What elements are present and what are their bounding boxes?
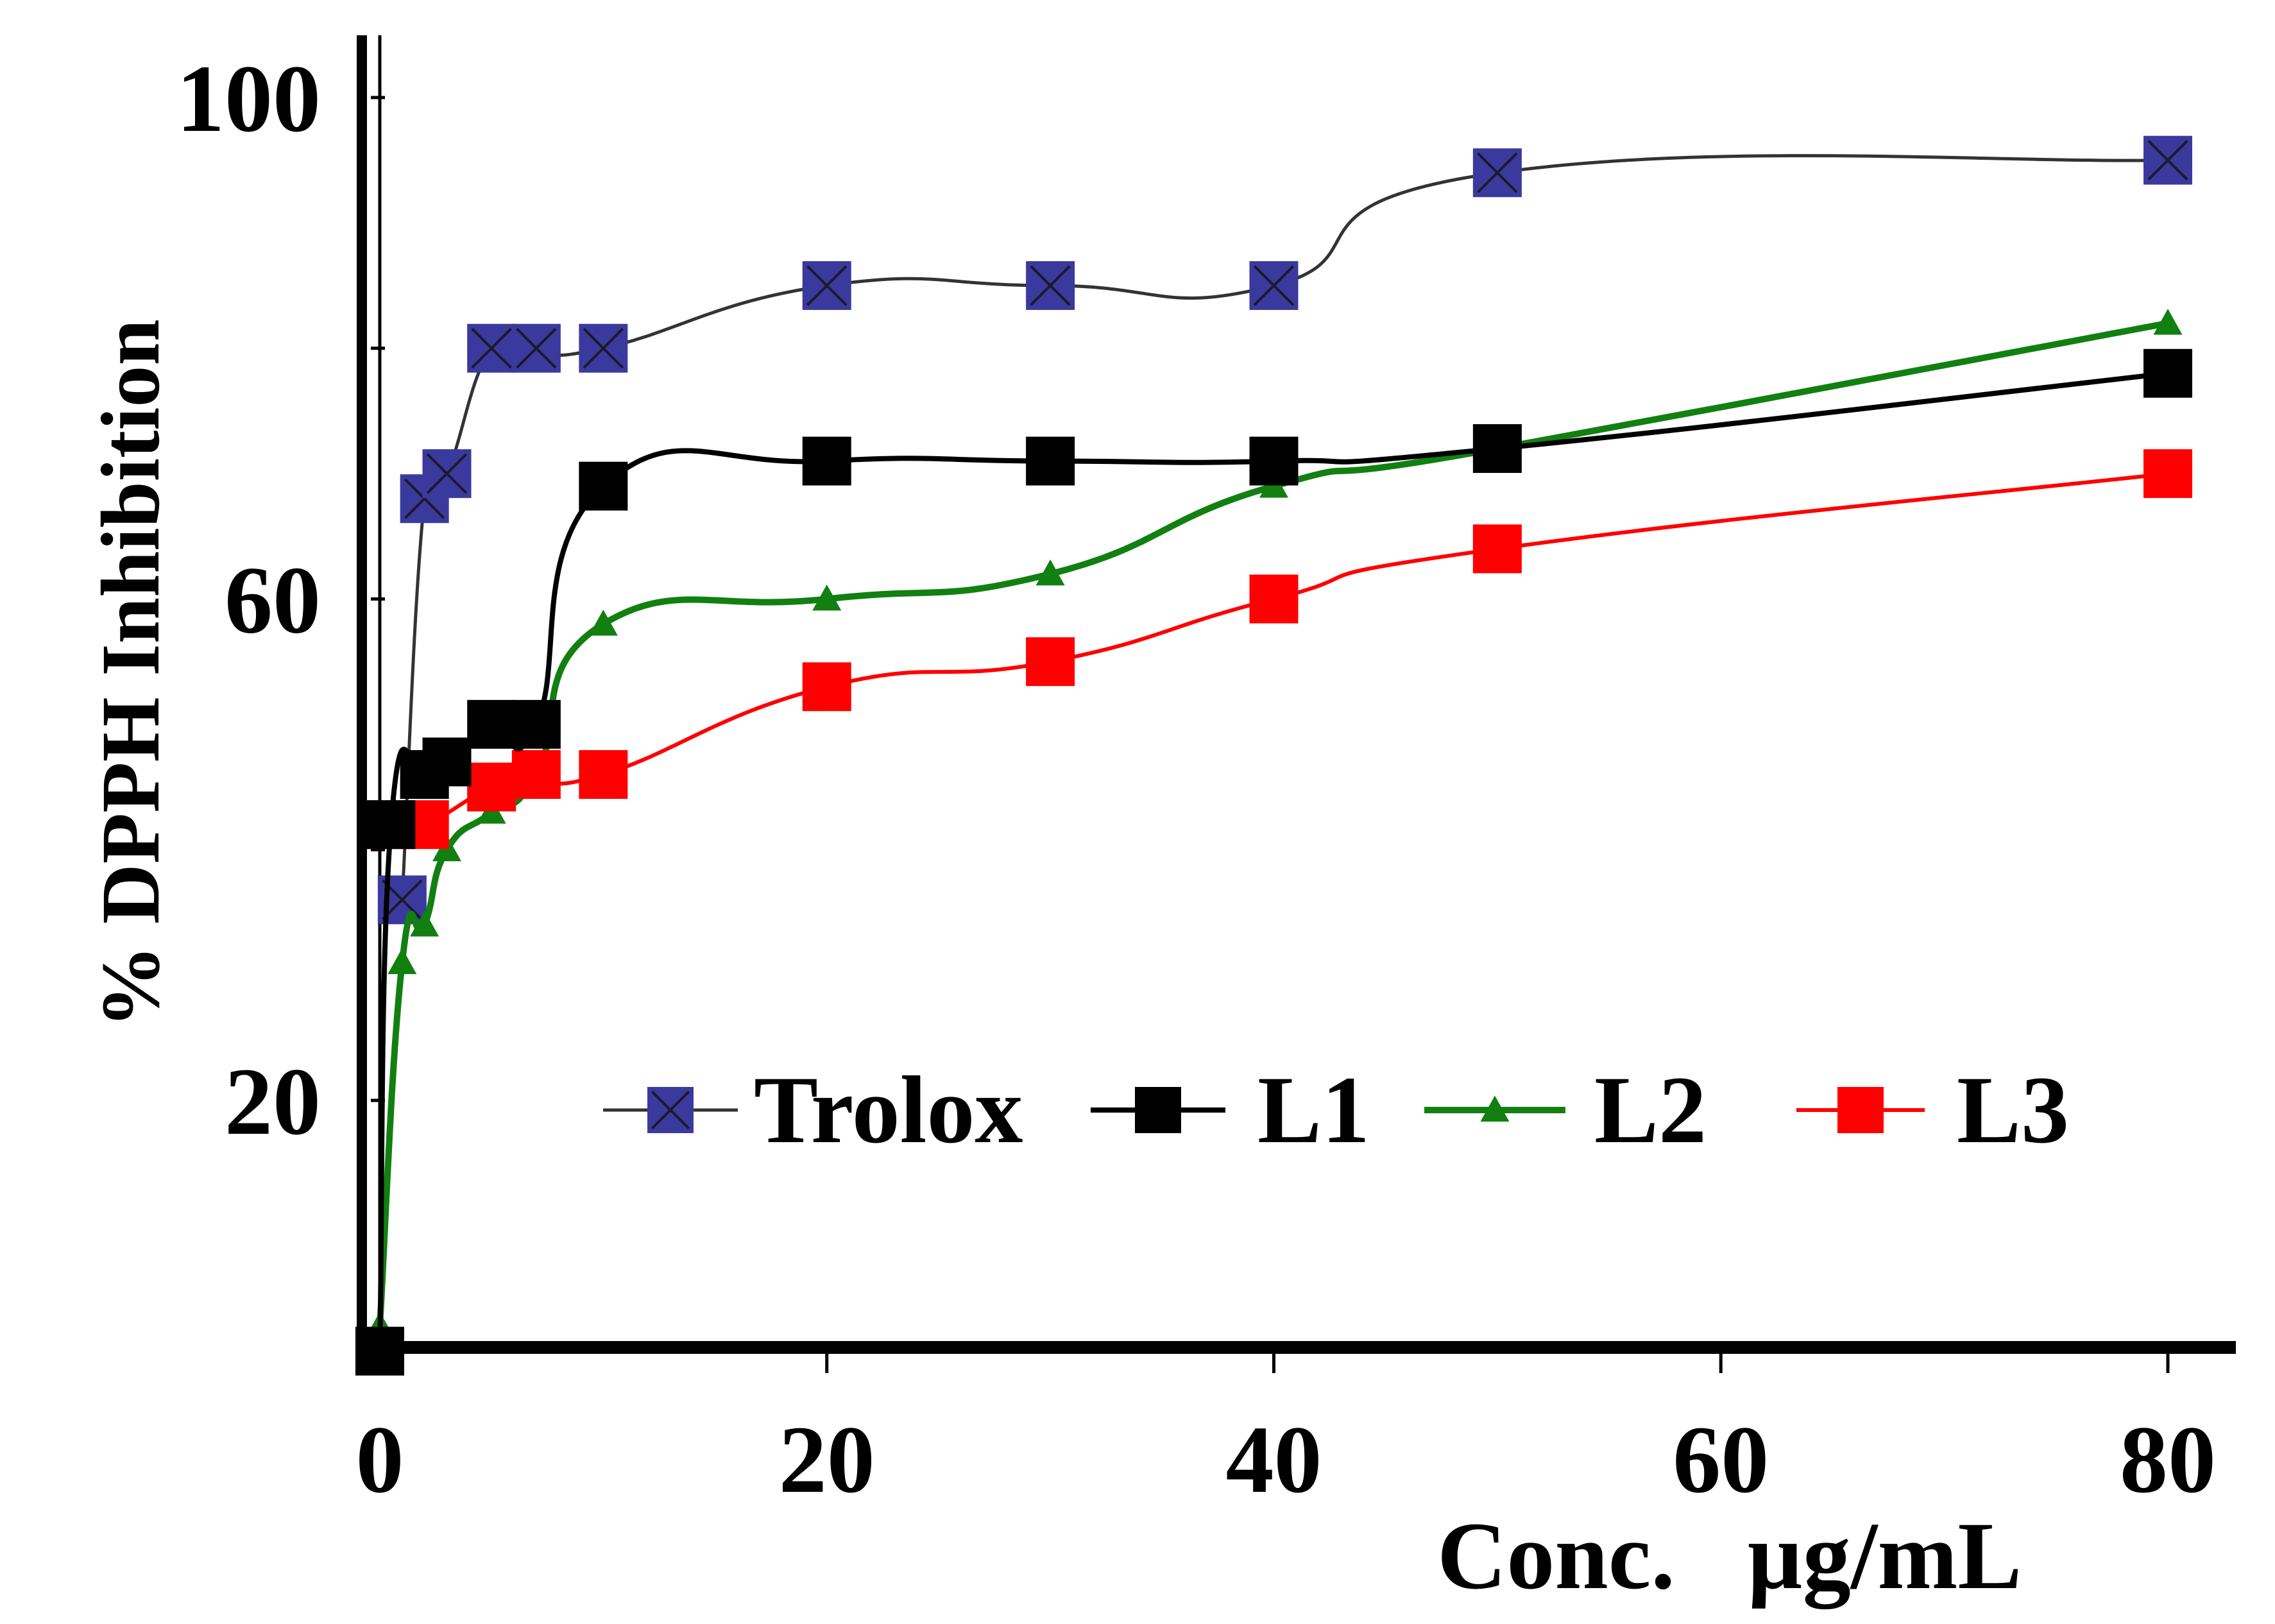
data-point-l1 <box>467 699 516 749</box>
x-tick-label: 60 <box>1673 1406 1769 1513</box>
series-line-l1 <box>377 370 2168 1351</box>
y-ticks: 20 60 100 <box>176 46 385 1155</box>
data-point-l1 <box>366 800 416 850</box>
data-point-l1 <box>802 436 851 486</box>
data-point-l2 <box>812 585 842 611</box>
legend-marker <box>1480 1095 1510 1122</box>
data-point-l1 <box>355 1326 404 1376</box>
data-point-l1 <box>1026 436 1075 486</box>
legend-item-l3: L3 <box>1796 1057 2069 1163</box>
data-point-l3 <box>511 750 561 799</box>
data-point-l1 <box>1249 436 1299 486</box>
data-point-trolox <box>422 449 472 499</box>
legend-marker <box>647 1087 694 1133</box>
data-point-trolox <box>802 261 851 311</box>
series-trolox <box>377 135 2192 925</box>
legend-item-l2: L2 <box>1424 1057 1707 1163</box>
data-point-trolox <box>1472 148 1522 198</box>
data-point-l1 <box>2143 348 2192 398</box>
legend-label: Trolox <box>754 1057 1023 1163</box>
x-axis-title: Conc. µg/mL <box>1437 1503 2022 1609</box>
data-point-trolox <box>579 323 628 373</box>
y-axis-title: % DPPH Inhibition <box>85 319 177 1028</box>
legend-marker <box>1837 1087 1884 1133</box>
x-tick-label: 40 <box>1226 1406 1322 1513</box>
data-point-l3 <box>579 750 628 799</box>
legend-item-l1: L1 <box>1091 1057 1370 1163</box>
series-l1 <box>355 348 2192 1376</box>
data-point-l2 <box>2153 309 2183 335</box>
data-point-l3 <box>2143 449 2192 499</box>
y-tick-label: 60 <box>225 547 321 654</box>
series-l3 <box>366 449 2192 850</box>
legend-marker <box>1135 1087 1181 1133</box>
legend-label: L1 <box>1257 1057 1370 1163</box>
data-point-l3 <box>802 662 851 712</box>
data-point-l3 <box>1472 524 1522 574</box>
data-point-l3 <box>467 762 516 812</box>
data-point-l1 <box>511 699 561 749</box>
x-tick-label: 0 <box>356 1406 404 1513</box>
data-point-trolox <box>1026 261 1075 311</box>
data-point-trolox <box>467 323 516 373</box>
y-tick-label: 100 <box>176 46 321 152</box>
series-layer <box>355 135 2192 1376</box>
data-point-l1 <box>1472 424 1522 474</box>
legend: Trolox L1 L2 L3 <box>603 1057 2069 1163</box>
data-point-l2 <box>388 948 417 975</box>
data-point-trolox <box>1249 261 1299 311</box>
data-point-l1 <box>422 737 472 787</box>
data-point-l3 <box>1026 637 1075 687</box>
data-point-l2 <box>588 610 618 636</box>
data-point-l2 <box>1035 559 1065 586</box>
x-ticks: 0 20 40 60 80 <box>356 1353 2216 1513</box>
y-tick-label: 20 <box>225 1048 321 1155</box>
data-point-trolox <box>511 323 561 373</box>
data-point-l3 <box>1249 574 1299 624</box>
x-tick-label: 80 <box>2120 1406 2216 1513</box>
x-tick-label: 20 <box>779 1406 875 1513</box>
data-point-l2 <box>410 910 439 937</box>
series-line-l3 <box>391 472 2168 831</box>
legend-item-trolox: Trolox <box>603 1057 1023 1163</box>
data-point-trolox <box>2143 135 2192 185</box>
data-point-l1 <box>579 461 628 511</box>
legend-label: L2 <box>1594 1057 1707 1163</box>
legend-label: L3 <box>1957 1057 2069 1163</box>
